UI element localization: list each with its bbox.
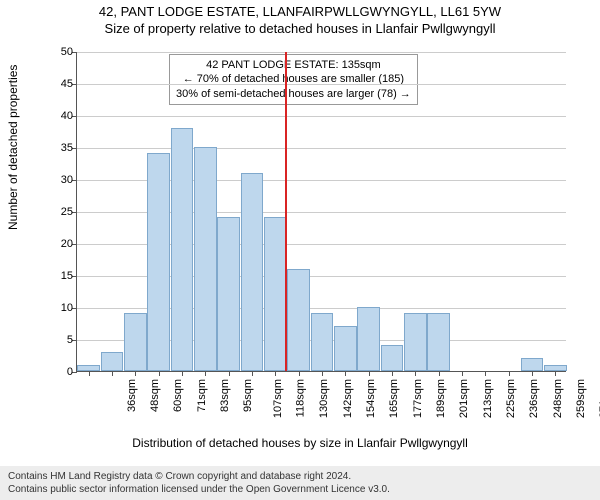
x-tick-mark bbox=[532, 371, 533, 376]
x-tick-mark bbox=[322, 371, 323, 376]
histogram-bar bbox=[287, 269, 310, 371]
x-tick-label: 95sqm bbox=[242, 379, 254, 412]
footer-attribution: Contains HM Land Registry data © Crown c… bbox=[0, 466, 600, 500]
y-tick-label: 20 bbox=[51, 238, 77, 250]
x-axis-label: Distribution of detached houses by size … bbox=[0, 436, 600, 450]
x-tick-mark bbox=[252, 371, 253, 376]
histogram-bar bbox=[147, 153, 170, 371]
x-tick-mark bbox=[485, 371, 486, 376]
y-tick-label: 5 bbox=[51, 334, 77, 346]
histogram-bar bbox=[241, 173, 264, 371]
histogram-bar bbox=[124, 313, 147, 371]
x-tick-mark bbox=[555, 371, 556, 376]
x-tick-mark bbox=[112, 371, 113, 376]
x-tick-mark bbox=[392, 371, 393, 376]
histogram-bar bbox=[357, 307, 380, 371]
histogram-bar bbox=[381, 345, 404, 371]
y-tick-label: 0 bbox=[51, 366, 77, 378]
y-axis-label: Number of detached properties bbox=[6, 65, 20, 230]
chart-title-address: 42, PANT LODGE ESTATE, LLANFAIRPWLLGWYNG… bbox=[0, 4, 600, 19]
x-tick-mark bbox=[345, 371, 346, 376]
histogram-bar bbox=[101, 352, 124, 371]
x-tick-mark bbox=[229, 371, 230, 376]
y-tick-label: 25 bbox=[51, 206, 77, 218]
x-tick-mark bbox=[439, 371, 440, 376]
x-tick-label: 165sqm bbox=[388, 379, 400, 418]
y-tick-label: 10 bbox=[51, 302, 77, 314]
grid-line bbox=[77, 116, 566, 117]
grid-line bbox=[77, 84, 566, 85]
x-tick-mark bbox=[182, 371, 183, 376]
x-tick-mark bbox=[462, 371, 463, 376]
chart-title-subtitle: Size of property relative to detached ho… bbox=[0, 21, 600, 36]
x-tick-label: 189sqm bbox=[435, 379, 447, 418]
annotation-box: 42 PANT LODGE ESTATE: 135sqm ← 70% of de… bbox=[169, 54, 418, 105]
histogram-bar bbox=[264, 217, 287, 371]
y-tick-label: 30 bbox=[51, 174, 77, 186]
y-tick-label: 40 bbox=[51, 110, 77, 122]
x-tick-label: 60sqm bbox=[172, 379, 184, 412]
annotation-line1: 42 PANT LODGE ESTATE: 135sqm bbox=[176, 58, 411, 72]
chart-area: 42 PANT LODGE ESTATE: 135sqm ← 70% of de… bbox=[48, 46, 572, 416]
x-tick-label: 225sqm bbox=[505, 379, 517, 418]
x-tick-label: 236sqm bbox=[528, 379, 540, 418]
x-tick-label: 83sqm bbox=[219, 379, 231, 412]
x-tick-label: 48sqm bbox=[149, 379, 161, 412]
x-tick-label: 248sqm bbox=[552, 379, 564, 418]
histogram-bar bbox=[217, 217, 240, 371]
annotation-line3: 30% of semi-detached houses are larger (… bbox=[176, 87, 411, 101]
x-tick-label: 259sqm bbox=[575, 379, 587, 418]
x-tick-label: 201sqm bbox=[458, 379, 470, 418]
grid-line bbox=[77, 52, 566, 53]
footer-line2: Contains public sector information licen… bbox=[8, 483, 592, 496]
x-tick-label: 118sqm bbox=[294, 379, 306, 417]
x-tick-mark bbox=[509, 371, 510, 376]
y-tick-label: 45 bbox=[51, 78, 77, 90]
x-tick-label: 177sqm bbox=[412, 379, 424, 418]
histogram-bar bbox=[311, 313, 334, 371]
y-tick-label: 15 bbox=[51, 270, 77, 282]
x-tick-label: 130sqm bbox=[318, 379, 330, 418]
reference-line bbox=[285, 52, 287, 371]
x-tick-label: 107sqm bbox=[272, 379, 284, 418]
x-tick-mark bbox=[275, 371, 276, 376]
histogram-bar bbox=[521, 358, 544, 371]
x-tick-label: 71sqm bbox=[196, 379, 208, 412]
x-tick-mark bbox=[159, 371, 160, 376]
x-tick-mark bbox=[89, 371, 90, 376]
histogram-bar bbox=[194, 147, 217, 371]
histogram-bar bbox=[334, 326, 357, 371]
footer-line1: Contains HM Land Registry data © Crown c… bbox=[8, 470, 592, 483]
plot: 42 PANT LODGE ESTATE: 135sqm ← 70% of de… bbox=[48, 46, 572, 416]
x-tick-label: 154sqm bbox=[365, 379, 377, 418]
histogram-bar bbox=[427, 313, 450, 371]
histogram-bar bbox=[404, 313, 427, 371]
x-tick-mark bbox=[205, 371, 206, 376]
y-tick-label: 50 bbox=[51, 46, 77, 58]
histogram-bar bbox=[171, 128, 194, 371]
x-tick-mark bbox=[299, 371, 300, 376]
x-tick-mark bbox=[415, 371, 416, 376]
y-tick-label: 35 bbox=[51, 142, 77, 154]
x-tick-label: 36sqm bbox=[126, 379, 138, 412]
x-tick-mark bbox=[135, 371, 136, 376]
x-tick-label: 142sqm bbox=[342, 379, 354, 418]
plot-area: 42 PANT LODGE ESTATE: 135sqm ← 70% of de… bbox=[76, 52, 566, 372]
x-tick-label: 213sqm bbox=[482, 379, 494, 418]
chart-title-block: 42, PANT LODGE ESTATE, LLANFAIRPWLLGWYNG… bbox=[0, 0, 600, 36]
x-tick-mark bbox=[369, 371, 370, 376]
grid-line bbox=[77, 148, 566, 149]
